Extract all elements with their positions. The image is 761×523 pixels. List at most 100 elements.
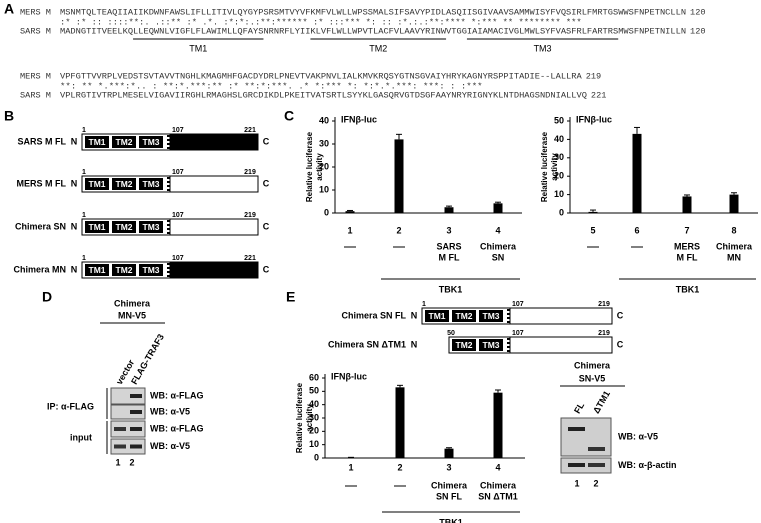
tm-box [139,264,163,276]
lane-number: 4 [495,462,500,472]
hatch [167,267,170,269]
tm-label: TM1 [89,222,106,232]
y-tick-label: 40 [309,399,319,409]
c-terminus: C [263,221,270,231]
sequence-end: 120 [690,26,705,36]
y-tick-label: 30 [309,412,319,422]
y-axis-title: Relative luciferase [305,131,314,202]
construct-label: Chimera SN ΔTM1 [328,339,406,349]
treatment-label: M FL [439,252,460,262]
wb-label: WB: α-V5 [150,406,190,416]
construct-label: SARS M FL [18,136,67,146]
treatment-label: Chimera [431,480,468,490]
bar [493,203,503,213]
chart-title: IFNβ-luc [331,371,367,381]
group-label: TBK1 [439,517,463,523]
y-tick-label: 20 [554,171,564,181]
position-label: 1 [82,169,86,176]
y-axis-title: activity [305,404,314,432]
y-tick-label: 10 [554,189,564,199]
tm-box [85,136,109,148]
y-tick-label: 0 [324,207,329,217]
blot-title: Chimera [574,360,611,370]
y-tick-label: 50 [554,115,564,125]
band [588,447,605,451]
panel-label: D [42,289,52,305]
tm-label: TM2 [456,311,473,321]
treatment-label: Chimera [480,241,517,251]
wb-label: WB: α-V5 [150,441,190,451]
blot-title: SN-V5 [579,373,606,383]
n-terminus: N [71,264,78,274]
y-tick-label: 20 [309,426,319,436]
tm-label: TM1 [89,265,106,275]
c-terminus: C [617,310,624,320]
panel-label: B [4,108,14,124]
treatment-label: SN FL [436,491,463,501]
hatch [167,220,170,222]
input-label: input [70,432,92,442]
y-axis-title: Relative luciferase [295,382,304,453]
tm-label: TM2 [116,265,133,275]
band [588,463,605,467]
construct-label: Chimera SN FL [341,310,406,320]
lane-number: 1 [347,225,352,235]
panel-label: E [286,289,295,305]
band [114,427,126,431]
hatch [167,189,170,191]
lane-label: FLAG-TRAF3 [129,332,166,386]
y-tick-label: 60 [309,372,319,382]
construct-tail [509,336,613,354]
band [130,394,142,398]
tm-label: TM3 [143,265,160,275]
tm-label: TM3 [143,137,160,147]
y-tick-label: 40 [554,134,564,144]
y-axis-title: Relative luciferase [540,131,549,202]
blot-title: Chimera [114,298,151,308]
y-axis-title: activity [550,153,559,181]
position-label: 50 [447,330,455,337]
c-terminus: C [617,339,624,349]
hatch [167,271,170,273]
position-label: 219 [244,169,256,176]
lane-number: 2 [593,478,598,488]
hatch [167,275,170,277]
n-terminus: N [71,221,78,231]
tm-label: TM1 [429,311,446,321]
sequence-name: SARS M [20,26,51,36]
tm-box [452,310,476,322]
consensus: **: ** *.***:*.. : **:*.***:** :* **:*:*… [60,81,483,91]
y-tick-label: 10 [319,184,329,194]
lane-label: FL [572,400,586,415]
band [568,463,585,467]
tm-box [452,339,476,351]
hatch [167,135,170,137]
tm-label: TM3 [143,179,160,189]
construct-label: Chimera SN [15,221,66,231]
lane-number: 6 [634,225,639,235]
sequence-name: MERS M [20,7,51,17]
y-tick-label: 30 [554,152,564,162]
bar [394,139,404,213]
hatch [167,228,170,230]
y-tick-label: 30 [319,138,329,148]
tm-box [112,136,136,148]
y-tick-label: 50 [309,386,319,396]
bar [444,448,454,458]
sequence: VPLRGTIVTRPLMESELVIGAVIIRGHLRMAGHSLGRCDI… [60,90,587,100]
lane-number: 8 [731,225,736,235]
lane-number: 2 [129,457,134,467]
hatch [507,321,510,323]
hatch [507,313,510,315]
hatch [167,224,170,226]
lane-label: ΔTM1 [591,389,612,415]
sequence-name: MERS M [20,71,51,81]
tm-label: TM3 [483,311,500,321]
lane-number: 7 [684,225,689,235]
tm-box [479,339,503,351]
lane-number: 2 [397,462,402,472]
band [130,410,142,414]
position-label: 219 [598,301,610,308]
tm-box [85,221,109,233]
bar [444,207,454,213]
